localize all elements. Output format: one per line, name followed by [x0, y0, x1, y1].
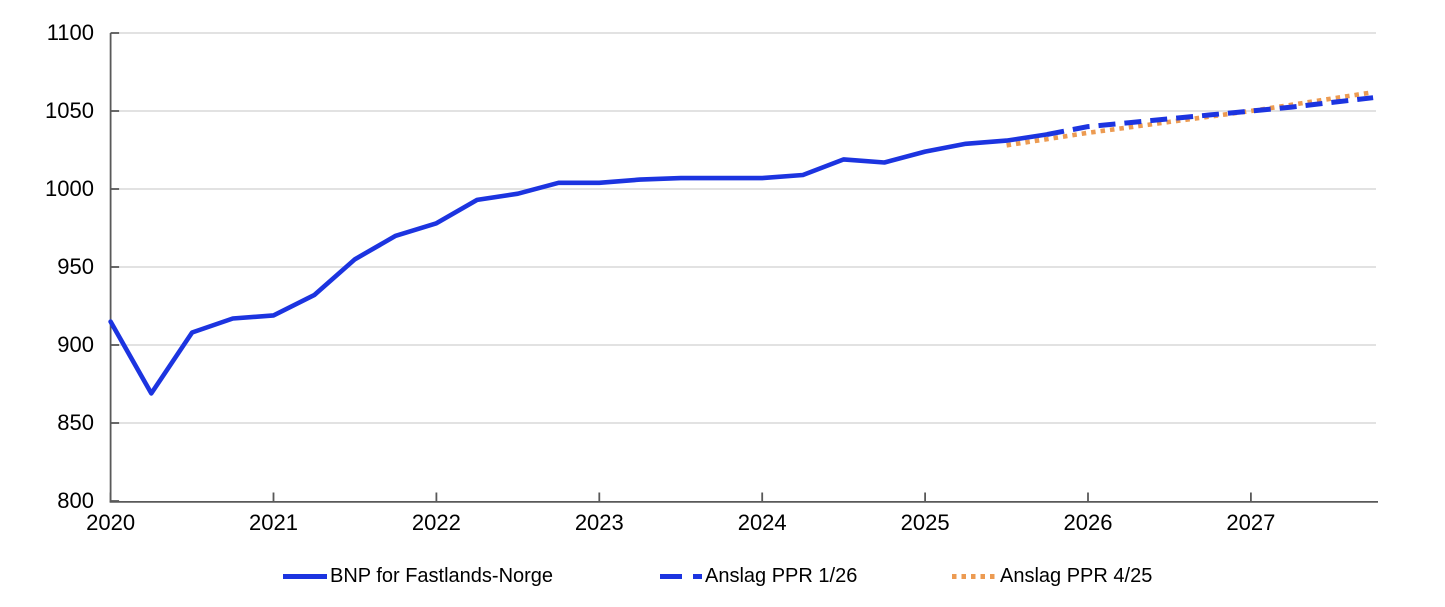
x-tick-label: 2023 — [574, 510, 624, 535]
y-tick-label: 900 — [57, 332, 94, 357]
y-tick-label: 950 — [57, 254, 94, 279]
y-tick-label: 800 — [57, 488, 94, 513]
series-line-dashed — [1046, 95, 1374, 137]
legend-item-anslag-ppr-4-25: Anslag PPR 4/25 — [952, 561, 1152, 591]
x-tick-label: 2024 — [737, 510, 787, 535]
x-tick-label: 2022 — [411, 510, 461, 535]
x-tick-label: 2025 — [900, 510, 950, 535]
legend-label: Anslag PPR 4/25 — [1000, 564, 1153, 587]
y-tick-label: 1000 — [45, 176, 94, 201]
x-tick-label: 2027 — [1226, 510, 1276, 535]
legend-item-anslag-ppr-1-26: Anslag PPR 1/26 — [660, 561, 857, 591]
y-tick-label: 850 — [57, 410, 94, 435]
x-tick-label: 2020 — [86, 510, 136, 535]
y-tick-label: 1050 — [45, 98, 94, 123]
legend-label: Anslag PPR 1/26 — [705, 564, 858, 587]
x-tick-label: 2026 — [1063, 510, 1113, 535]
chart-legend: BNP for Fastlands-Norge Anslag PPR 1/26 … — [0, 561, 1445, 591]
solid-line-swatch-icon — [283, 573, 327, 579]
dotted-line-swatch-icon — [952, 573, 997, 579]
series-line-solid — [108, 132, 1050, 396]
series-line-dotted — [1006, 90, 1374, 148]
y-tick-label: 1100 — [46, 20, 94, 45]
legend-label: BNP for Fastlands-Norge — [330, 564, 554, 587]
x-tick-label: 2021 — [249, 510, 298, 535]
legend-item-bnp-fastlands-norge: BNP for Fastlands-Norge — [283, 561, 553, 591]
dashed-line-swatch-icon — [660, 573, 702, 579]
